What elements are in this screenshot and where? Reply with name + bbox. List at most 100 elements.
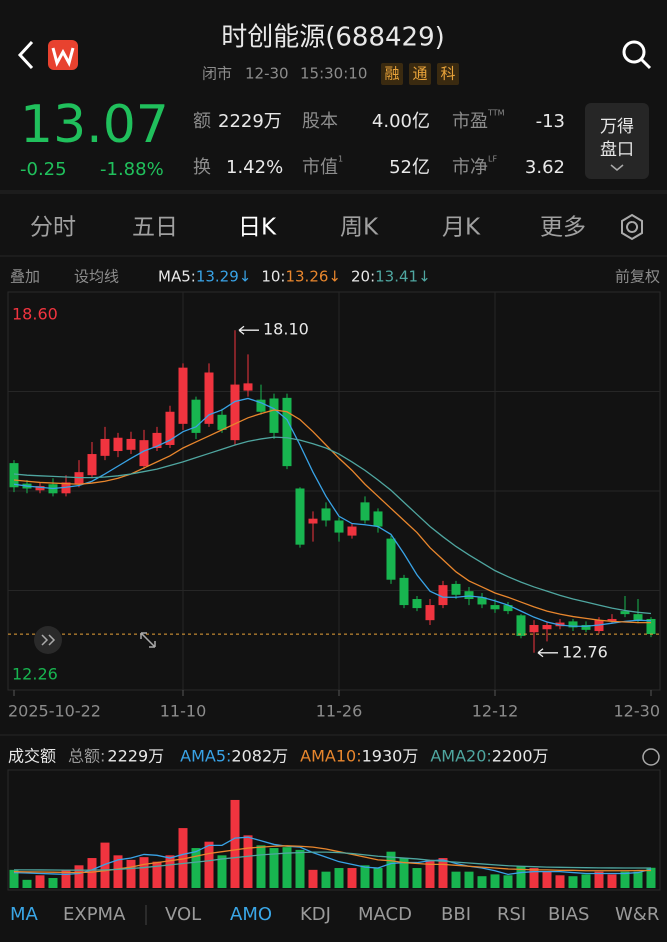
stats: 额 2229万 股本 4.00亿 市盈 TTM -13 换 1.42% 市值 1 52亿 市净 LF 3.6… bbox=[193, 109, 565, 179]
candle-body bbox=[360, 502, 370, 521]
search-button[interactable] bbox=[622, 40, 652, 70]
amount-bar bbox=[438, 858, 448, 888]
badge: 科 bbox=[440, 65, 455, 83]
amount-bar bbox=[360, 865, 370, 888]
stat-value: 1.42% bbox=[226, 157, 283, 178]
stat-label: 市盈 bbox=[452, 111, 488, 132]
amount-bar bbox=[334, 868, 344, 888]
stat-value: 2229万 bbox=[218, 111, 282, 132]
stat-label: 股本 bbox=[302, 111, 338, 132]
info-button[interactable] bbox=[642, 748, 660, 766]
indicator-tab[interactable]: BIAS bbox=[548, 904, 589, 925]
stat-value: 52亿 bbox=[389, 157, 430, 178]
depth-button[interactable]: 万得 盘口 bbox=[585, 103, 649, 179]
amount-bar bbox=[22, 879, 32, 888]
amount-bar bbox=[9, 869, 19, 888]
amount-bar bbox=[61, 869, 71, 888]
x-tick-label: 11-10 bbox=[160, 702, 207, 721]
amount-bar bbox=[165, 855, 175, 888]
amount-bar bbox=[178, 828, 188, 888]
amount-bar bbox=[464, 871, 474, 888]
candle-body bbox=[321, 508, 331, 521]
candle-body bbox=[334, 520, 344, 533]
indicator-tab[interactable]: BBI bbox=[441, 904, 471, 925]
amount-bar bbox=[48, 878, 58, 888]
period-tab[interactable]: 日K bbox=[238, 215, 277, 241]
amount-bar bbox=[152, 861, 162, 888]
y-tick-label: 18.60 bbox=[12, 305, 58, 324]
amount-bar bbox=[282, 847, 292, 888]
ma-legend-name: 10: bbox=[261, 268, 285, 286]
candle-body bbox=[152, 432, 162, 449]
amount-bar bbox=[373, 868, 383, 888]
candle-body bbox=[412, 599, 422, 609]
chart-icons bbox=[34, 626, 156, 654]
stat-sup: 1 bbox=[338, 155, 343, 164]
candle-body bbox=[87, 454, 97, 476]
amount-bar bbox=[269, 848, 279, 888]
candle-body bbox=[217, 414, 227, 430]
ma-settings-button[interactable]: 设均线 bbox=[74, 268, 119, 286]
amount-bar bbox=[308, 869, 318, 888]
candle-body bbox=[581, 625, 591, 630]
ama-legend-value: 1930万 bbox=[362, 747, 419, 766]
candle-body bbox=[503, 605, 513, 612]
back-button[interactable] bbox=[17, 40, 34, 70]
amount-bar bbox=[35, 875, 45, 888]
amount-bar bbox=[581, 874, 591, 888]
period-tab[interactable]: 更多 bbox=[540, 215, 586, 241]
stat-sup: TTM bbox=[487, 109, 505, 118]
ma-legend-value: 13.29↓ bbox=[196, 268, 252, 286]
amount-bar bbox=[295, 849, 305, 888]
ama-legend-value: 2200万 bbox=[492, 747, 549, 766]
period-tabs: 分时 五日 日K 周K 月K 更多 bbox=[30, 215, 586, 241]
badge-bg bbox=[409, 63, 431, 85]
indicator-tab[interactable]: RSI bbox=[497, 904, 526, 925]
amount-legend: 总额: bbox=[68, 747, 105, 766]
badge: 融 bbox=[384, 65, 399, 83]
period-tab[interactable]: 月K bbox=[442, 215, 481, 241]
indicator-tab[interactable]: W&R bbox=[615, 904, 659, 925]
candle-body bbox=[373, 511, 383, 527]
amount-bar bbox=[568, 876, 578, 888]
candle-body bbox=[451, 583, 461, 595]
ama-line bbox=[14, 851, 651, 871]
indicator-tab[interactable]: MACD bbox=[358, 904, 412, 925]
amount-bar bbox=[386, 851, 396, 888]
indicator-tab[interactable]: AMO bbox=[230, 904, 272, 925]
amount-bar bbox=[321, 871, 331, 888]
candle-body bbox=[295, 488, 305, 545]
y-tick-label: 12.26 bbox=[12, 665, 58, 684]
ma-line bbox=[13, 436, 652, 615]
quote-time: 15:30:10 bbox=[300, 65, 367, 83]
candle-body bbox=[113, 437, 123, 452]
candle-body bbox=[243, 383, 253, 391]
indicator-tab[interactable]: EXPMA bbox=[63, 904, 126, 925]
indicator-tab[interactable]: VOL bbox=[165, 904, 201, 925]
period-tab[interactable]: 周K bbox=[340, 215, 379, 241]
stat-label: 换 bbox=[193, 157, 211, 178]
ama-legend-name: AMA5: bbox=[180, 747, 231, 766]
x-tick-label: 12-30 bbox=[614, 702, 661, 721]
period-tab[interactable]: 五日 bbox=[132, 215, 178, 241]
badges: 融通科 bbox=[381, 63, 459, 85]
amount-bar bbox=[230, 799, 240, 888]
adjust-button[interactable]: 前复权 bbox=[615, 268, 660, 286]
stat-value: 3.62 bbox=[525, 157, 565, 178]
indicator-tab[interactable]: MA bbox=[10, 904, 39, 925]
settings-button[interactable] bbox=[621, 213, 643, 241]
ma-legend-name: MA5: bbox=[158, 268, 196, 286]
ama-line bbox=[13, 836, 652, 876]
amount-bar bbox=[412, 868, 422, 888]
period-tab[interactable]: 分时 bbox=[30, 215, 76, 241]
ama-legend-name: AMA20: bbox=[430, 747, 491, 766]
annotation-arrow bbox=[238, 325, 259, 335]
indicator-tab[interactable]: KDJ bbox=[300, 904, 331, 925]
overlay-button[interactable]: 叠加 bbox=[10, 268, 40, 286]
x-tick-label: 11-26 bbox=[316, 702, 363, 721]
amount-bar bbox=[204, 841, 214, 888]
amount-bar bbox=[347, 868, 357, 888]
candle-body bbox=[282, 397, 292, 467]
candle-body bbox=[438, 585, 448, 606]
